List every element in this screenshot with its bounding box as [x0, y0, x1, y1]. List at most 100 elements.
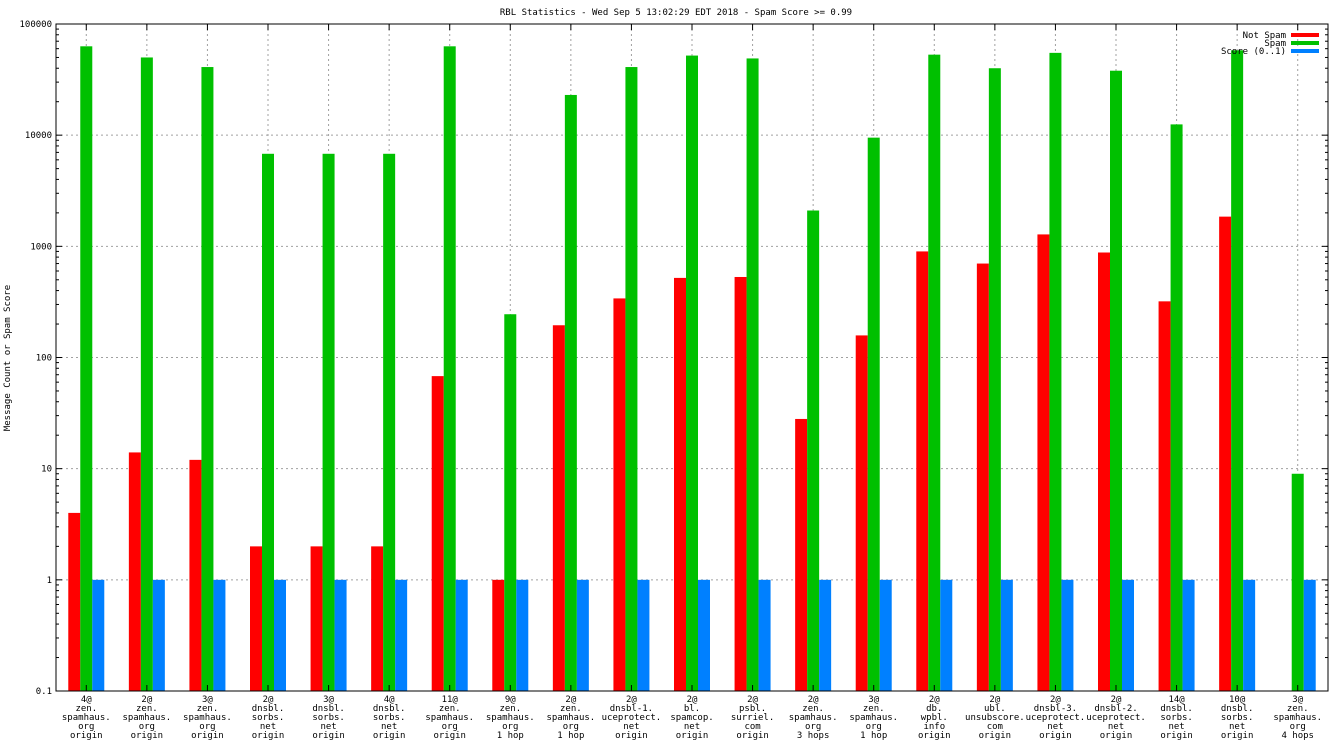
x-tick-label: spamhaus. [789, 713, 838, 723]
x-tick-label: 2@ [626, 695, 637, 705]
bar-score-0-1 [1122, 579, 1134, 691]
x-tick-label: wpbl. [921, 713, 948, 723]
x-tick-label: unsubscore. [965, 713, 1025, 723]
x-tick-label: origin [1221, 731, 1254, 741]
y-tick-label: 100 [36, 354, 52, 364]
x-tick-label: ubl. [984, 704, 1006, 714]
bar-score-0-1 [758, 579, 771, 691]
bar-spam [383, 153, 396, 692]
chart-title: RBL Statistics - Wed Sep 5 13:02:29 EDT … [500, 8, 852, 18]
x-tick-label: 2@ [1111, 695, 1122, 705]
legend-swatch [1291, 49, 1319, 53]
x-tick-label: zen. [863, 704, 885, 714]
bar-score-0-1 [1000, 579, 1013, 691]
x-tick-label: net [1047, 722, 1063, 732]
plot-border [55, 23, 1329, 692]
bar-not-spam [310, 546, 323, 691]
x-tick-label: 2@ [747, 695, 758, 705]
bar-score-0-1 [516, 579, 529, 691]
x-tick-label: net [1168, 722, 1184, 732]
x-tick-label: uceprotect. [602, 713, 662, 723]
bar-not-spam [371, 546, 384, 691]
bar-not-spam [1037, 234, 1050, 691]
x-tick-label: org [805, 722, 821, 732]
x-tick-label: 9@ [505, 695, 516, 705]
bar-not-spam [189, 459, 202, 691]
x-tick-label: zen. [136, 704, 158, 714]
x-tick-label: spamhaus. [425, 713, 474, 723]
bar-spam [867, 137, 880, 691]
bar-score-0-1 [152, 579, 165, 691]
x-tick-label: org [78, 722, 94, 732]
x-tick-label: dnsbl. [252, 704, 285, 714]
x-tick-label: dnsbl. [1221, 704, 1254, 714]
bar-spam [807, 210, 820, 691]
y-tick-label: 1000 [30, 242, 52, 252]
bar-not-spam [431, 376, 444, 691]
legend-swatch [1291, 33, 1319, 37]
x-tick-label: uceprotect. [1026, 713, 1086, 723]
x-tick-label: origin [736, 731, 769, 741]
x-tick-label: origin [252, 731, 285, 741]
x-tick-label: com [987, 722, 1003, 732]
bar-not-spam [613, 298, 626, 691]
x-tick-label: dnsbl-2. [1094, 704, 1137, 714]
axes [55, 23, 1329, 692]
bar-spam [443, 46, 456, 691]
bar-spam [504, 314, 517, 691]
x-tick-label: 3@ [868, 695, 879, 705]
bar-score-0-1 [940, 579, 953, 691]
x-tick-label: org [563, 722, 579, 732]
x-tick-label: zen. [802, 704, 824, 714]
x-tick-label: 4 hops [1281, 731, 1314, 741]
x-tick-label: 2@ [141, 695, 152, 705]
bar-spam [262, 153, 274, 692]
x-tick-label: 4@ [384, 695, 395, 705]
x-tick-label: 3 hops [797, 731, 830, 741]
x-tick-label: spamhaus. [486, 713, 535, 723]
x-tick-label: origin [373, 731, 406, 741]
bar-score-0-1 [576, 579, 589, 691]
bar-score-0-1 [92, 579, 105, 691]
x-tick-label: info [923, 722, 945, 732]
x-tick-label: origin [1039, 731, 1072, 741]
bar-spam [746, 58, 759, 691]
x-tick-label: 3@ [323, 695, 334, 705]
x-tick-label: sorbs. [252, 713, 285, 723]
bar-score-0-1 [1182, 579, 1195, 691]
bar-not-spam [1219, 216, 1232, 691]
x-tick-label: spamhaus. [183, 713, 232, 723]
x-tick-label: spamhaus. [122, 713, 171, 723]
x-tick-label: 10@ [1229, 695, 1246, 705]
legend-swatch [1291, 41, 1319, 45]
bar-score-0-1 [698, 579, 710, 691]
x-tick-label: org [866, 722, 882, 732]
x-tick-label: net [260, 722, 276, 732]
x-tick-label: origin [433, 731, 466, 741]
x-tick-label: origin [676, 731, 709, 741]
bar-not-spam [734, 276, 747, 691]
bar-not-spam [1098, 252, 1110, 691]
bar-not-spam [674, 277, 686, 691]
x-tick-label: origin [615, 731, 648, 741]
bar-score-0-1 [1303, 579, 1316, 691]
x-tick-label: 1 hop [557, 731, 584, 741]
bar-spam [1110, 70, 1122, 692]
bar-not-spam [552, 325, 565, 691]
x-tick-label: 2@ [565, 695, 576, 705]
bar-spam [686, 55, 698, 691]
x-tick-label: 3@ [1292, 695, 1303, 705]
x-tick-label: 2@ [808, 695, 819, 705]
bar-score-0-1 [213, 579, 226, 691]
x-tick-label: net [1229, 722, 1245, 732]
x-tick-label: surriel. [731, 713, 774, 723]
x-tick-label: origin [191, 731, 224, 741]
bars [68, 46, 1316, 692]
y-tick-label: 10000 [25, 131, 52, 141]
x-tick-label: org [139, 722, 155, 732]
x-tick-label: 3@ [202, 695, 213, 705]
x-tick-label: 2@ [687, 695, 698, 705]
x-tick-label: psbl. [739, 704, 766, 714]
bar-spam [80, 46, 93, 691]
